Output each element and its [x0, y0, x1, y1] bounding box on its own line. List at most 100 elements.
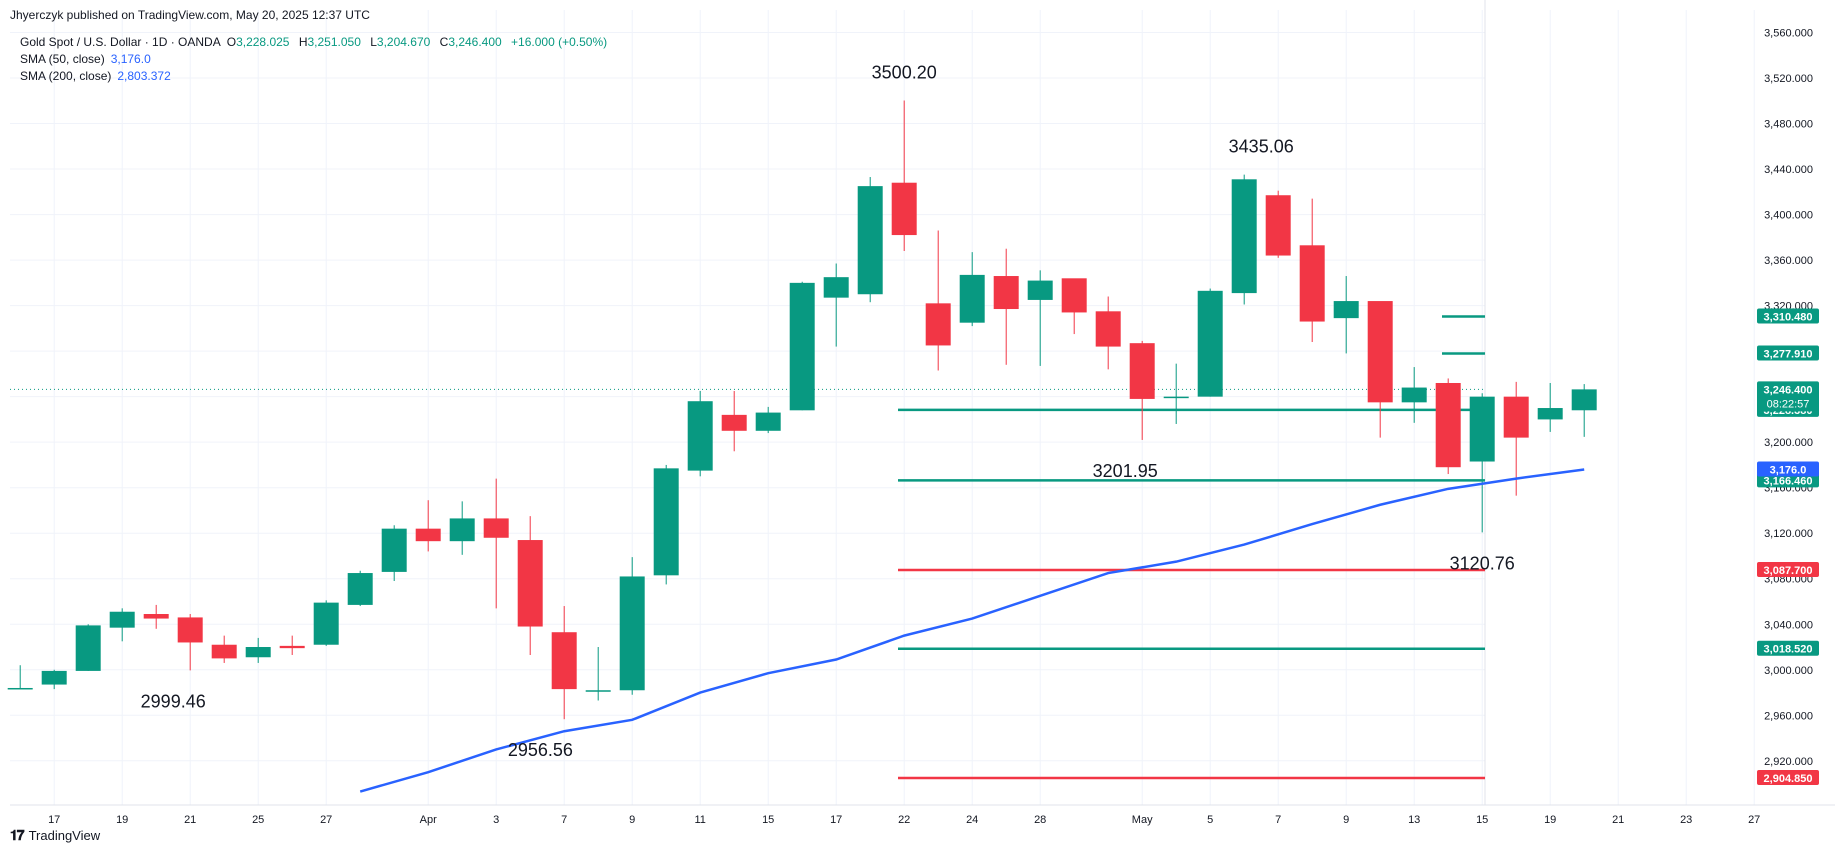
price-tag: 3,018.520 [1757, 640, 1819, 656]
candle [1367, 301, 1393, 438]
countdown-label: 08:22:57 [1767, 398, 1810, 410]
price-annotation: 2956.56 [508, 740, 573, 760]
sma50-legend[interactable]: SMA (50, close) 3,176.0 [20, 52, 157, 66]
x-tick-label: 7 [561, 814, 567, 826]
candle [1095, 296, 1121, 370]
candle [925, 230, 951, 371]
y-tick-label: 3,120.000 [1764, 528, 1813, 540]
candle [1299, 198, 1325, 343]
candle-body [1503, 396, 1529, 438]
candle [721, 390, 747, 452]
candle [585, 647, 611, 701]
price-tag-box [1757, 640, 1819, 656]
candle [891, 100, 917, 251]
candle-body [313, 602, 339, 645]
candle [109, 608, 135, 642]
price-tag-box [1757, 561, 1819, 577]
candle [1435, 378, 1461, 475]
candle [755, 406, 781, 434]
tradingview-brand: TradingView [28, 828, 101, 843]
y-tick-label: 2,960.000 [1764, 710, 1813, 722]
candle [177, 614, 203, 671]
price-tag-label: 3,087.700 [1764, 565, 1813, 577]
open-value: 3,228.025 [236, 35, 290, 49]
candle-body [1333, 301, 1359, 319]
price-tag: 2,904.850 [1757, 770, 1819, 786]
candle [75, 624, 101, 671]
x-tick-label: Apr [420, 814, 437, 826]
candle-body [993, 276, 1019, 310]
candle-body [823, 277, 849, 298]
candle [1503, 381, 1529, 496]
candle-body [143, 614, 169, 619]
close-value: 3,246.400 [448, 35, 502, 49]
tradingview-footer[interactable]: 𝟏𝟕 TradingView [10, 827, 100, 844]
x-tick-label: 17 [48, 814, 60, 826]
x-tick-label: 21 [184, 814, 196, 826]
price-tag: 3,310.480 [1757, 308, 1819, 324]
x-tick-label: 7 [1275, 814, 1281, 826]
symbol-legend: Gold Spot / U.S. Dollar · 1D · OANDA O3,2… [20, 35, 613, 49]
candle-body [483, 518, 509, 538]
price-tag: 3,087.700 [1757, 561, 1819, 577]
candle [483, 478, 509, 609]
candle [993, 248, 1019, 365]
x-tick-label: 28 [1034, 814, 1046, 826]
y-tick-label: 2,920.000 [1764, 756, 1813, 768]
candle-body [1435, 382, 1461, 468]
candle-body [1367, 301, 1393, 403]
candle-body [347, 573, 373, 605]
price-tag-label: 3,246.400 [1764, 384, 1813, 396]
candle-body [381, 528, 407, 572]
price-tag-label: 3,176.0 [1770, 464, 1807, 476]
price-annotation: 3500.20 [872, 63, 937, 83]
sma200-value: 2,803.372 [117, 69, 171, 83]
candle-body [1027, 280, 1053, 300]
x-tick-label: 19 [1544, 814, 1556, 826]
candle-body [1401, 387, 1427, 403]
x-tick-label: 5 [1207, 814, 1213, 826]
candle-body [75, 625, 101, 671]
candle-body [1469, 396, 1495, 462]
price-tag-box [1757, 308, 1819, 324]
open-label: O [226, 35, 237, 49]
sma200-label: SMA (200, close) [20, 69, 112, 83]
grid-lines [10, 10, 1755, 805]
x-tick-label: 25 [252, 814, 264, 826]
candle [449, 501, 475, 555]
low-value: 3,204.670 [376, 35, 431, 49]
price-annotation: 3435.06 [1229, 137, 1294, 157]
candle-body [7, 687, 33, 690]
candle [1197, 288, 1223, 397]
candle-body [1571, 389, 1597, 411]
price-tag-label: 3,166.460 [1764, 475, 1813, 487]
price-tag: 3,176.0 [1757, 461, 1819, 477]
candle-body [1163, 396, 1189, 399]
candle-body [517, 540, 543, 627]
y-tick-label: 3,200.000 [1764, 437, 1813, 449]
candle [1163, 363, 1189, 424]
candle [381, 525, 407, 582]
candle [551, 606, 577, 720]
candle [1027, 270, 1053, 366]
y-tick-label: 3,480.000 [1764, 119, 1813, 131]
candle [789, 281, 815, 411]
price-annotation: 3201.95 [1093, 461, 1158, 481]
x-tick-label: 22 [898, 814, 910, 826]
x-tick-label: 9 [629, 814, 635, 826]
candle-body [585, 690, 611, 692]
candle [1231, 174, 1257, 305]
candle [857, 177, 883, 303]
candle-body [721, 414, 747, 431]
x-tick-label: 15 [762, 814, 774, 826]
price-tag-label: 3,310.480 [1764, 311, 1813, 323]
x-tick-label: 15 [1476, 814, 1488, 826]
candle [959, 252, 985, 327]
candle-body [1095, 311, 1121, 347]
sma200-legend[interactable]: SMA (200, close) 2,803.372 [20, 69, 177, 83]
candle-body [925, 303, 951, 346]
price-tag-label: 3,277.910 [1764, 349, 1813, 361]
y-tick-label: 3,000.000 [1764, 665, 1813, 677]
candle-body [755, 412, 781, 431]
